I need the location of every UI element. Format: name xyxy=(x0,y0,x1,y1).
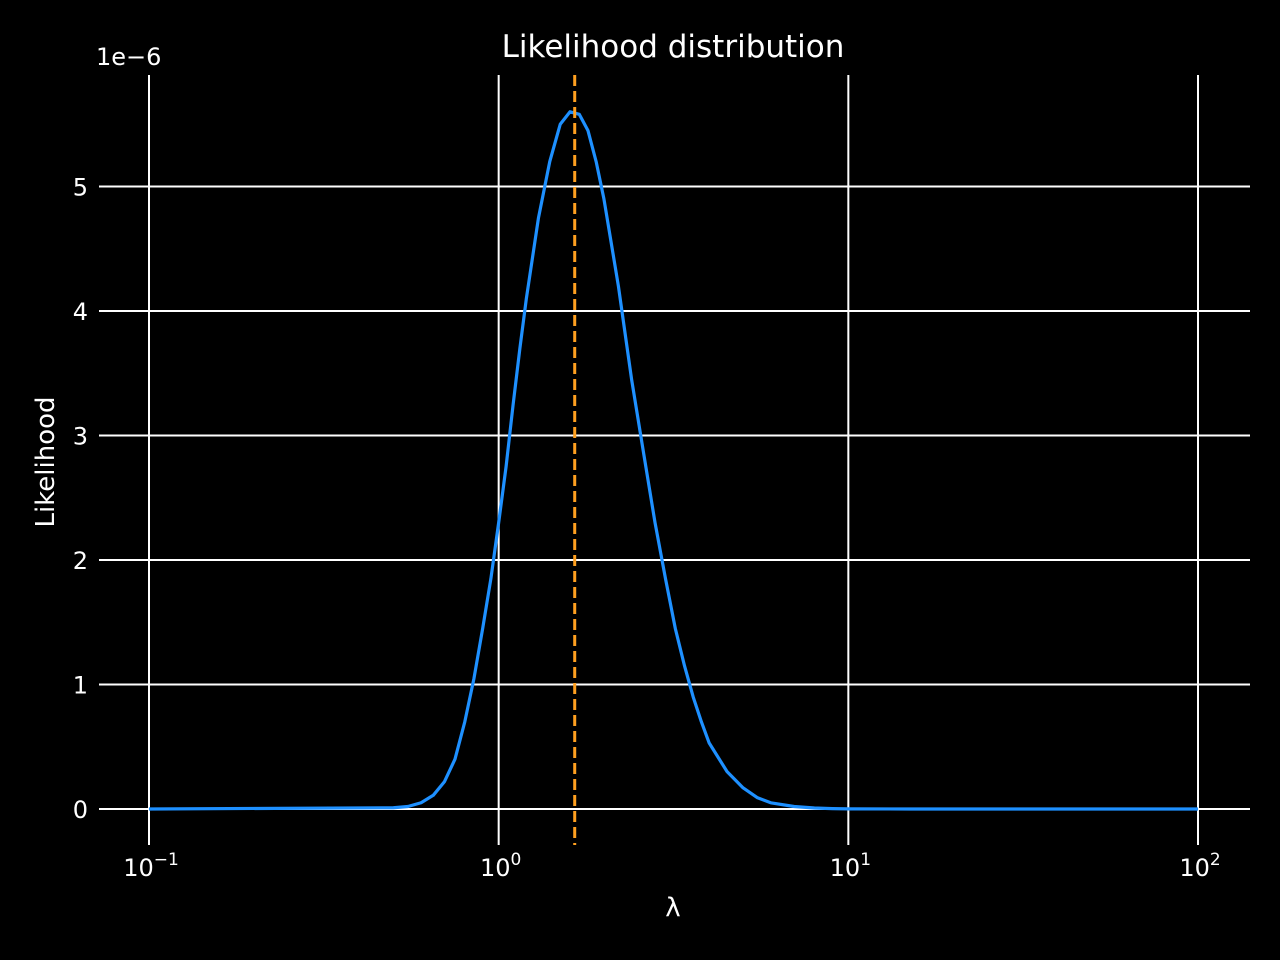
chart-title: Likelihood distribution xyxy=(502,29,845,65)
x-tick-label: 101 xyxy=(830,850,871,882)
x-tick-label: 100 xyxy=(480,850,521,882)
y-offset-label: 1e−6 xyxy=(96,43,161,71)
x-tick-label: 10−1 xyxy=(123,850,179,882)
y-tick-label: 4 xyxy=(73,298,88,326)
tick-labels: 10−1 100 101 102 0 1 2 3 4 5 xyxy=(73,174,1221,883)
y-tick-label: 3 xyxy=(73,423,88,451)
x-axis-label: λ xyxy=(665,893,680,923)
y-tick-label: 1 xyxy=(73,672,88,700)
y-tick-label: 2 xyxy=(73,547,88,575)
likelihood-curve xyxy=(148,110,1198,811)
y-tick-label: 0 xyxy=(73,796,88,824)
series-layer xyxy=(148,110,1198,811)
y-axis-label: Likelihood xyxy=(31,396,61,527)
y-tick-label: 5 xyxy=(73,174,88,202)
x-tick-label: 102 xyxy=(1179,850,1220,882)
